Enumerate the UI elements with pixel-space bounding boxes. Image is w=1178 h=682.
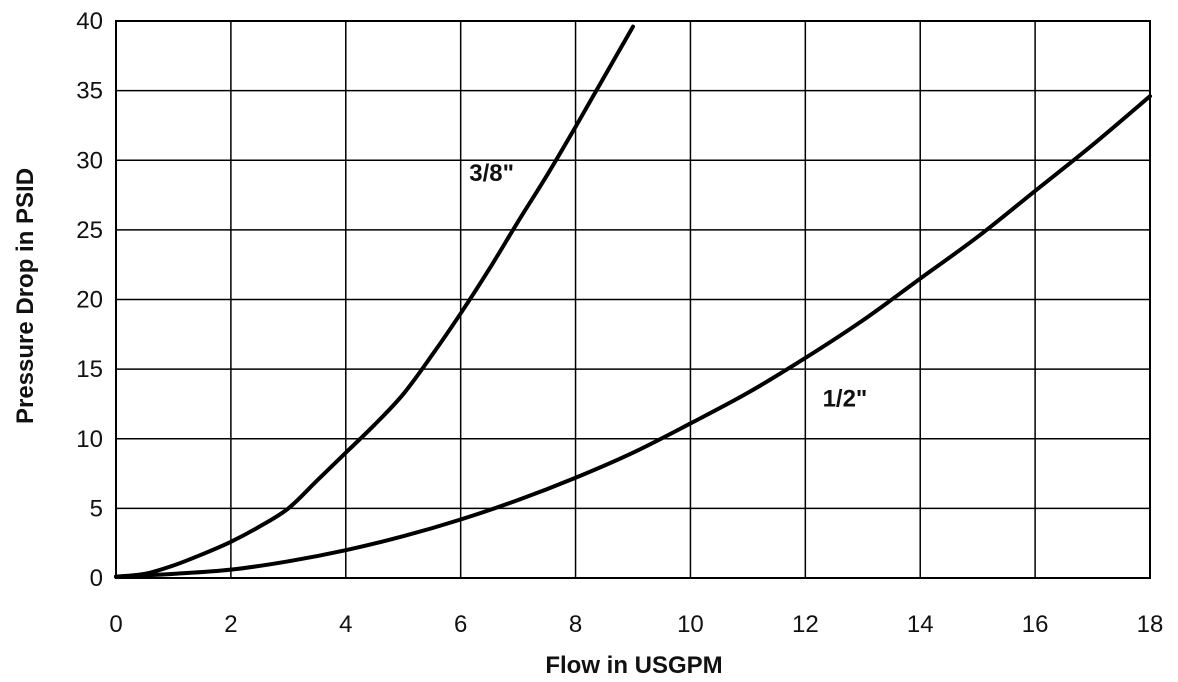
plot-frame bbox=[115, 20, 1151, 579]
x-tick-label: 10 bbox=[677, 611, 704, 638]
y-axis-tick-labels: 0 5 10 15 20 25 30 35 40 bbox=[76, 8, 103, 592]
x-axis-tick-labels: 0 2 4 6 8 10 12 14 16 18 bbox=[109, 611, 1163, 638]
y-tick-label: 0 bbox=[90, 565, 103, 592]
y-tick-label: 25 bbox=[76, 217, 103, 244]
y-axis-title: Pressure Drop in PSID bbox=[12, 168, 39, 424]
series-label-1: 1/2" bbox=[823, 386, 868, 413]
x-tick-label: 14 bbox=[907, 611, 934, 638]
y-tick-label: 40 bbox=[76, 8, 103, 35]
x-axis-title: Flow in USGPM bbox=[545, 652, 722, 679]
x-tick-label: 12 bbox=[792, 611, 819, 638]
x-tick-label: 16 bbox=[1022, 611, 1049, 638]
x-tick-label: 2 bbox=[224, 611, 237, 638]
series-curves bbox=[114, 24, 1152, 579]
y-tick-label: 35 bbox=[76, 78, 103, 105]
series-labels: 3/8" 1/2" bbox=[469, 160, 867, 413]
y-tick-label: 30 bbox=[76, 147, 103, 174]
x-tick-label: 4 bbox=[339, 611, 352, 638]
y-tick-label: 20 bbox=[76, 287, 103, 314]
series-line-0 bbox=[114, 24, 635, 579]
x-tick-label: 8 bbox=[569, 611, 582, 638]
series-line-1 bbox=[114, 94, 1152, 579]
x-tick-label: 6 bbox=[454, 611, 467, 638]
x-tick-label: 0 bbox=[109, 611, 122, 638]
y-tick-label: 10 bbox=[76, 426, 103, 453]
y-tick-label: 5 bbox=[90, 495, 103, 522]
y-tick-label: 15 bbox=[76, 356, 103, 383]
x-tick-label: 18 bbox=[1137, 611, 1164, 638]
series-label-0: 3/8" bbox=[469, 160, 514, 187]
grid bbox=[115, 20, 1151, 579]
